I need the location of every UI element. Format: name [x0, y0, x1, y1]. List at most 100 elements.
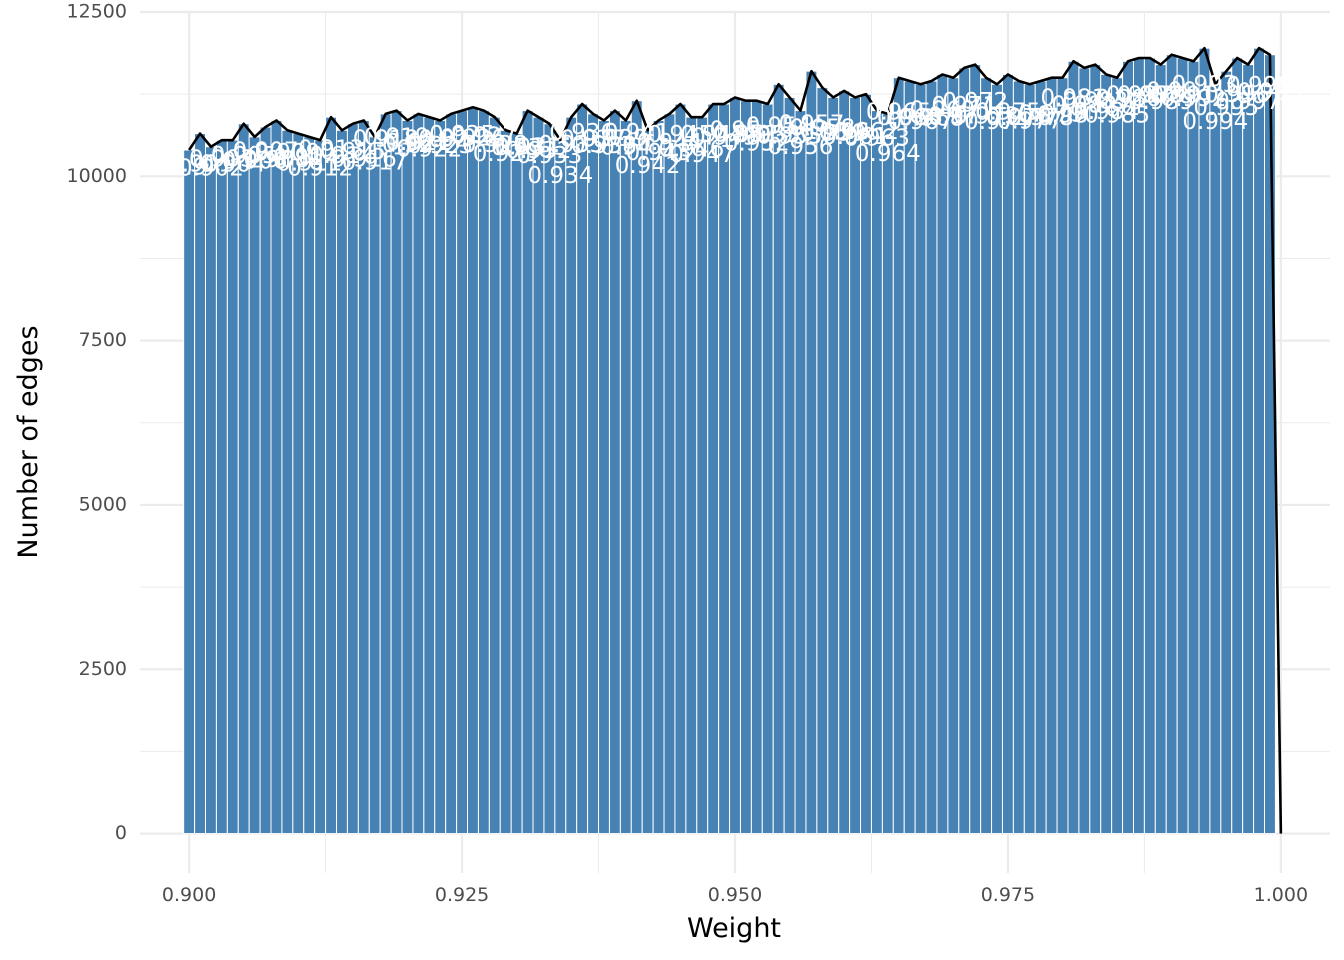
- bar-label: 0.978: [1008, 105, 1074, 131]
- bar-label: 0.904: [200, 152, 266, 178]
- bar: [739, 100, 752, 835]
- bar: [1132, 57, 1145, 835]
- bar-label: 0.94: [600, 135, 651, 161]
- y-tick-label: 12500: [67, 1, 127, 23]
- bar-label: 0.924: [418, 127, 484, 153]
- bar: [707, 103, 720, 835]
- bar-label: 0.915: [320, 139, 386, 165]
- bar-label: 0.9: [171, 154, 208, 180]
- bar-label: 0.957: [778, 112, 844, 138]
- bar-label: 0.984: [1073, 99, 1139, 125]
- bar: [303, 136, 316, 835]
- frequency-line: [188, 46, 1283, 834]
- bar: [860, 93, 872, 835]
- bar: [914, 83, 927, 835]
- bar-label: 0.923: [407, 133, 473, 159]
- bar-label: 0.998: [1226, 73, 1292, 99]
- bar-label: 0.934: [527, 163, 593, 189]
- bar-label: 0.912: [287, 156, 353, 182]
- bar-label: 0.952: [724, 131, 790, 157]
- x-tick-label: 0.900: [162, 884, 216, 906]
- bar: [412, 113, 425, 835]
- bar: [532, 116, 545, 835]
- bar: [805, 70, 818, 835]
- bar: [663, 113, 676, 835]
- bar: [357, 119, 370, 835]
- bar: [423, 116, 436, 835]
- bar: [401, 119, 414, 835]
- bar: [729, 96, 741, 835]
- bar-label: 0.927: [451, 123, 517, 149]
- bar-label: 0.953: [735, 122, 801, 148]
- bar: [827, 96, 840, 835]
- bar: [783, 96, 796, 835]
- bar: [194, 133, 207, 835]
- bar: [565, 116, 578, 835]
- bar-label: 0.967: [888, 109, 954, 135]
- bar-label: 0.902: [178, 156, 244, 182]
- bar-label: 0.995: [1193, 95, 1259, 121]
- bar-label: 0.944: [637, 130, 703, 156]
- bar: [1220, 70, 1233, 835]
- bar: [521, 110, 534, 835]
- bar: [477, 110, 490, 835]
- bar-label: 0.968: [899, 106, 965, 132]
- bar-label: 0.983: [1062, 89, 1128, 115]
- bar: [674, 103, 687, 835]
- bar: [390, 110, 403, 835]
- bar-label: 0.999: [1237, 79, 1303, 105]
- bar-label: 0.992: [1161, 86, 1227, 112]
- bar: [456, 110, 469, 835]
- bar-label: 0.949: [691, 125, 757, 151]
- bar: [750, 100, 763, 835]
- bar-label: 0.921: [385, 130, 451, 156]
- bar: [1122, 60, 1134, 835]
- bar: [1034, 80, 1047, 835]
- bar-label: 0.996: [1204, 82, 1270, 108]
- line-series: [188, 46, 1283, 834]
- bar: [554, 139, 567, 835]
- bar-label: 0.92: [382, 132, 433, 158]
- bar: [1143, 57, 1156, 835]
- bar-label: 0.906: [222, 148, 288, 174]
- bar-label: 0.982: [1051, 92, 1117, 118]
- bar: [1067, 60, 1080, 835]
- bar-label: 0.935: [538, 132, 604, 158]
- bar-label: 0.976: [986, 105, 1052, 131]
- bar: [488, 116, 501, 835]
- bar-label: 0.997: [1215, 89, 1281, 115]
- bar-label: 0.962: [833, 119, 899, 145]
- bar: [215, 139, 228, 835]
- bar: [619, 119, 632, 835]
- bar-label: 0.985: [1084, 102, 1150, 128]
- bar-label: 0.994: [1182, 109, 1248, 135]
- bar-label: 0.954: [746, 114, 812, 140]
- bar-label: 0.986: [1095, 86, 1161, 112]
- bar-label: 0.963: [844, 125, 910, 151]
- bar: [838, 90, 851, 835]
- bar-label: 0.905: [211, 143, 277, 169]
- bar: [761, 103, 774, 835]
- bar: [467, 106, 479, 835]
- bar: [1242, 64, 1255, 835]
- x-tick-label: 0.925: [435, 884, 489, 906]
- y-tick-label: 0: [115, 822, 127, 844]
- bar-label: 0.922: [396, 137, 462, 163]
- bar-label: 0.908: [244, 147, 310, 173]
- bar: [325, 116, 338, 835]
- bar-label: 0.99: [1146, 79, 1197, 105]
- bar: [248, 136, 261, 835]
- bar: [608, 110, 621, 835]
- bar-label: 0.916: [331, 146, 397, 172]
- bar-label: 0.946: [658, 137, 724, 163]
- bar: [630, 100, 643, 835]
- bar: [652, 119, 665, 835]
- bar: [641, 129, 654, 835]
- bar-label: 0.928: [462, 132, 528, 158]
- x-tick-label: 0.950: [708, 884, 762, 906]
- bar-label: 0.943: [626, 140, 692, 166]
- bar-label: 0.965: [866, 100, 932, 126]
- bar-label: 0.966: [877, 105, 943, 131]
- bar: [870, 110, 883, 835]
- bar-label: 0.948: [680, 122, 746, 148]
